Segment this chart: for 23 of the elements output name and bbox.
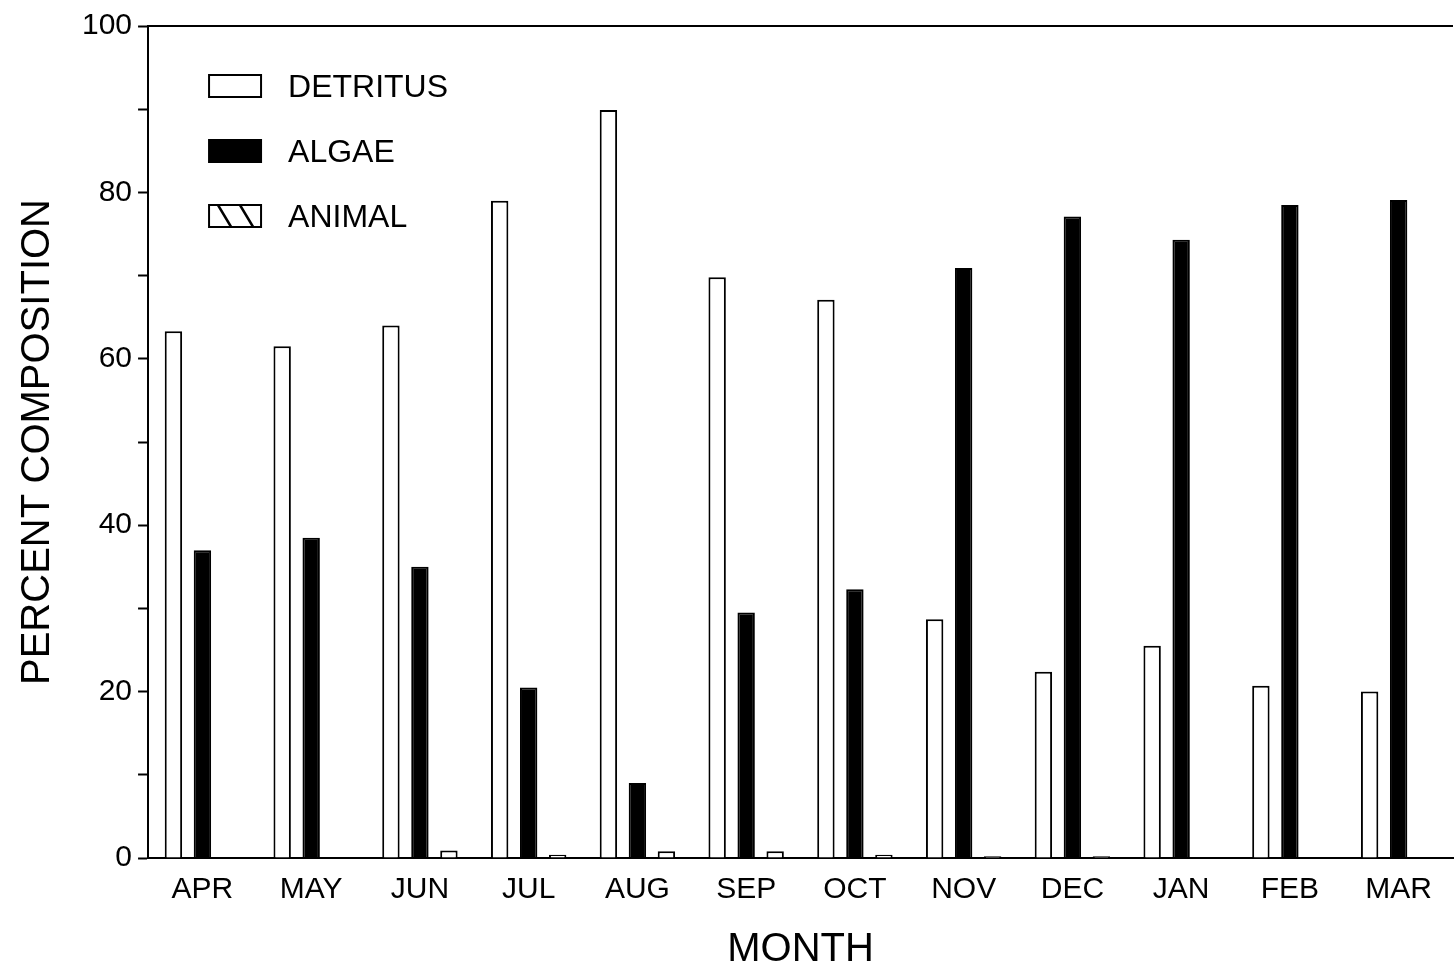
y-tick-label: 0: [115, 839, 133, 873]
y-tick-label: 40: [98, 506, 133, 540]
x-tick-label: JAN: [1152, 871, 1210, 905]
x-axis-title: MONTH: [727, 925, 874, 970]
x-tick-label: DEC: [1040, 871, 1105, 905]
x-tick-label: AUG: [604, 871, 670, 905]
y-tick-label: 80: [98, 173, 133, 207]
legend-label: DETRITUS: [288, 67, 449, 104]
x-tick-label: OCT: [823, 871, 887, 905]
x-tick-label: NOV: [931, 871, 997, 905]
y-tick-label: 100: [81, 7, 133, 41]
x-tick-label: FEB: [1260, 871, 1320, 905]
y-tick-label: 20: [98, 672, 133, 706]
y-axis-title: PERCENT COMPOSITION: [13, 199, 58, 685]
x-tick-label: JUN: [390, 871, 450, 905]
x-tick-label: MAR: [1365, 871, 1432, 905]
x-tick-label: APR: [171, 871, 234, 905]
x-tick-label: SEP: [716, 871, 777, 905]
x-tick-label: MAY: [279, 871, 343, 905]
y-tick-label: 60: [98, 340, 133, 374]
legend-label: ANIMAL: [288, 197, 408, 234]
legend-label: ALGAE: [288, 132, 395, 169]
x-tick-label: JUL: [501, 871, 556, 905]
